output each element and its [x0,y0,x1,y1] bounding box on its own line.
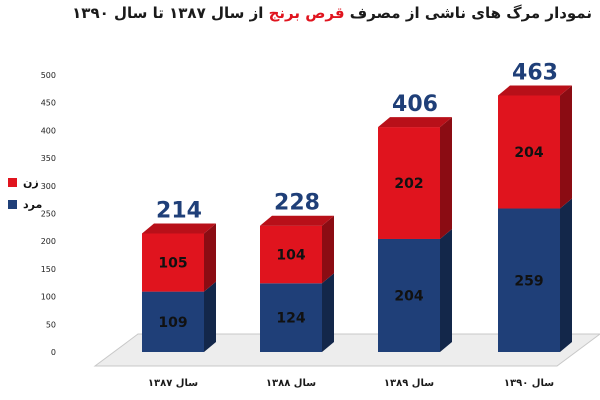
bar-side [440,228,452,352]
y-tick-label: 0 [51,348,56,357]
segment-value-label: 109 [158,315,187,331]
chart-floor [93,333,600,367]
total-value-label: 406 [392,92,438,117]
x-tick-label: سال ۱۳۸۹ [384,378,434,389]
bar-segment [498,95,560,209]
x-tick-label: سال ۱۳۸۸ [266,378,316,389]
bar-group: 259 204 463 [498,60,572,352]
bar-side [560,198,572,352]
title-text-after: از سال ۱۳۸۷ تا سال ۱۳۹۰ [72,4,269,22]
bar-top [142,223,216,234]
y-tick-label: 500 [41,71,56,80]
legend-label: مرد [23,198,42,211]
total-value-label: 228 [274,191,320,216]
bar-group: 124 104 228 [260,191,334,352]
bar-top [260,215,334,226]
bar-side [560,85,572,209]
bar-segment [260,225,322,284]
x-axis: سال ۱۳۸۷ سال ۱۳۸۸ سال ۱۳۸۹ سال ۱۳۹۰ [148,378,554,389]
y-tick-label: 350 [41,154,56,163]
y-tick-label: 450 [41,99,56,108]
bar-segment [260,283,322,352]
bar-group: 109 105 214 [142,198,216,352]
legend: زن مرد [8,176,42,211]
bar-top [378,117,452,128]
y-tick-label: 300 [41,182,56,191]
chart-title: نمودار مرگ های ناشی از مصرف قرص برنج از … [10,4,592,32]
x-tick-label: سال ۱۳۸۷ [148,378,198,389]
y-tick-label: 150 [41,265,56,274]
y-tick-label: 250 [41,210,56,219]
bar-segment [142,291,204,352]
segment-value-label: 202 [394,176,423,192]
segment-value-label: 204 [514,145,543,161]
x-tick-label: سال ۱۳۹۰ [504,378,554,389]
bars: 109 105 214 124 104 228 204 202 406 259 204 463 [142,60,572,352]
segment-value-label: 259 [514,273,543,289]
bar-side [204,223,216,292]
total-value-label: 463 [512,60,558,85]
bar-group: 204 202 406 [378,92,452,352]
segment-value-label: 204 [394,288,423,304]
bar-segment [498,208,560,352]
segment-value-label: 124 [276,311,305,327]
floor-plane [93,333,600,367]
legend-swatch [8,178,17,187]
y-axis: 0 50 100 150 200 250 300 350 400 450 500 [41,71,56,357]
title-highlight: قرص برنج [268,4,345,22]
title-text-before: نمودار مرگ های ناشی از مصرف [344,4,592,22]
bar-side [322,215,334,284]
bar-segment [378,127,440,239]
legend-label: زن [23,176,39,189]
bar-top [498,85,572,96]
y-tick-label: 50 [46,320,56,329]
total-value-label: 214 [156,198,202,223]
bar-segment [142,233,204,292]
bar-side [440,117,452,239]
bar-side [204,281,216,352]
bar-side [322,273,334,352]
y-tick-label: 100 [41,293,56,302]
legend-swatch [8,200,17,209]
segment-value-label: 104 [276,247,305,263]
y-tick-label: 400 [41,126,56,135]
segment-value-label: 105 [158,256,187,272]
y-tick-label: 200 [41,237,56,246]
bar-segment [378,238,440,352]
